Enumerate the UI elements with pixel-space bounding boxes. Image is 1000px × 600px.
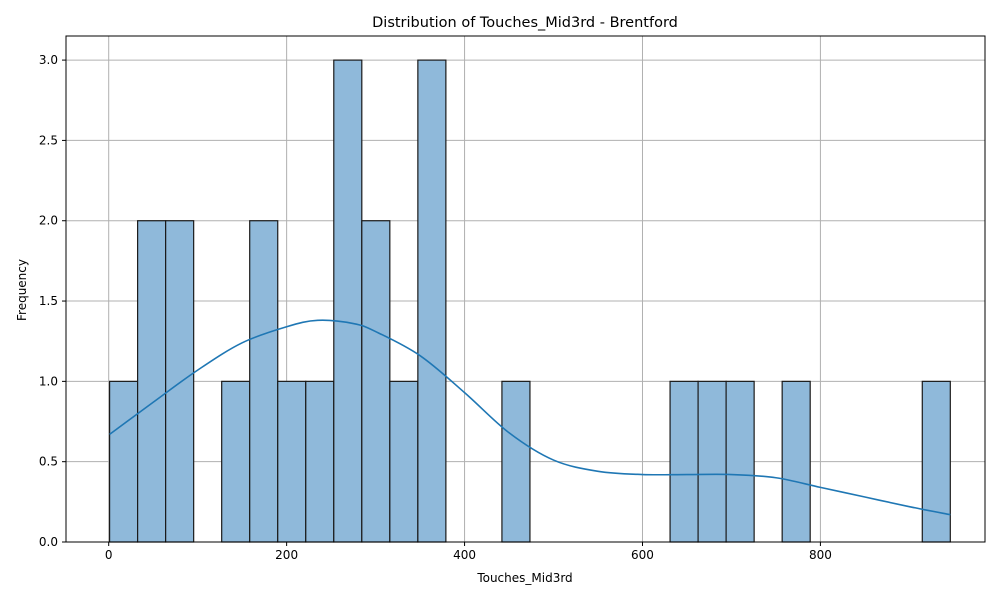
histogram-bars (108, 59, 951, 543)
histogram-bar (781, 380, 811, 543)
y-axis-label: Frequency (15, 259, 29, 321)
histogram-bar (221, 380, 251, 543)
histogram-bar (108, 380, 139, 543)
y-tick-label: 2.5 (39, 133, 58, 147)
y-tick-label: 0.0 (39, 535, 58, 549)
histogram-bar (277, 380, 307, 543)
histogram-bar (333, 59, 363, 543)
histogram-bar (921, 380, 951, 543)
histogram-bar (725, 380, 755, 543)
y-tick-label: 2.0 (39, 214, 58, 228)
kde-curve-layer (109, 319, 951, 516)
y-tick-label: 0.5 (39, 455, 58, 469)
histogram-bar (137, 220, 167, 543)
plot-frame (65, 35, 986, 543)
y-tick-label: 1.0 (39, 374, 58, 388)
histogram-bar (249, 220, 279, 543)
histogram-bar (669, 380, 699, 543)
x-axis-ticks: 0 200 400 600 800 (105, 542, 832, 562)
y-tick-label: 3.0 (39, 53, 58, 67)
x-tick-label: 600 (631, 548, 654, 562)
histogram-bar (501, 380, 531, 543)
x-tick-label: 200 (275, 548, 298, 562)
y-tick-label: 1.5 (39, 294, 58, 308)
histogram-bar (697, 380, 727, 543)
histogram-bar (361, 220, 391, 543)
histogram-bar (417, 59, 447, 543)
x-tick-label: 400 (453, 548, 476, 562)
chart-title: Distribution of Touches_Mid3rd - Brentfo… (372, 15, 678, 31)
histogram-bar (165, 220, 195, 543)
kde-line (109, 319, 951, 516)
y-axis-ticks: 0.0 0.5 1.0 1.5 2.0 2.5 3.0 (39, 53, 66, 549)
histogram-bar (389, 380, 419, 543)
x-tick-label: 800 (809, 548, 832, 562)
x-tick-label: 0 (105, 548, 113, 562)
x-axis-label: Touches_Mid3rd (476, 571, 572, 585)
histogram-bar (305, 380, 335, 543)
